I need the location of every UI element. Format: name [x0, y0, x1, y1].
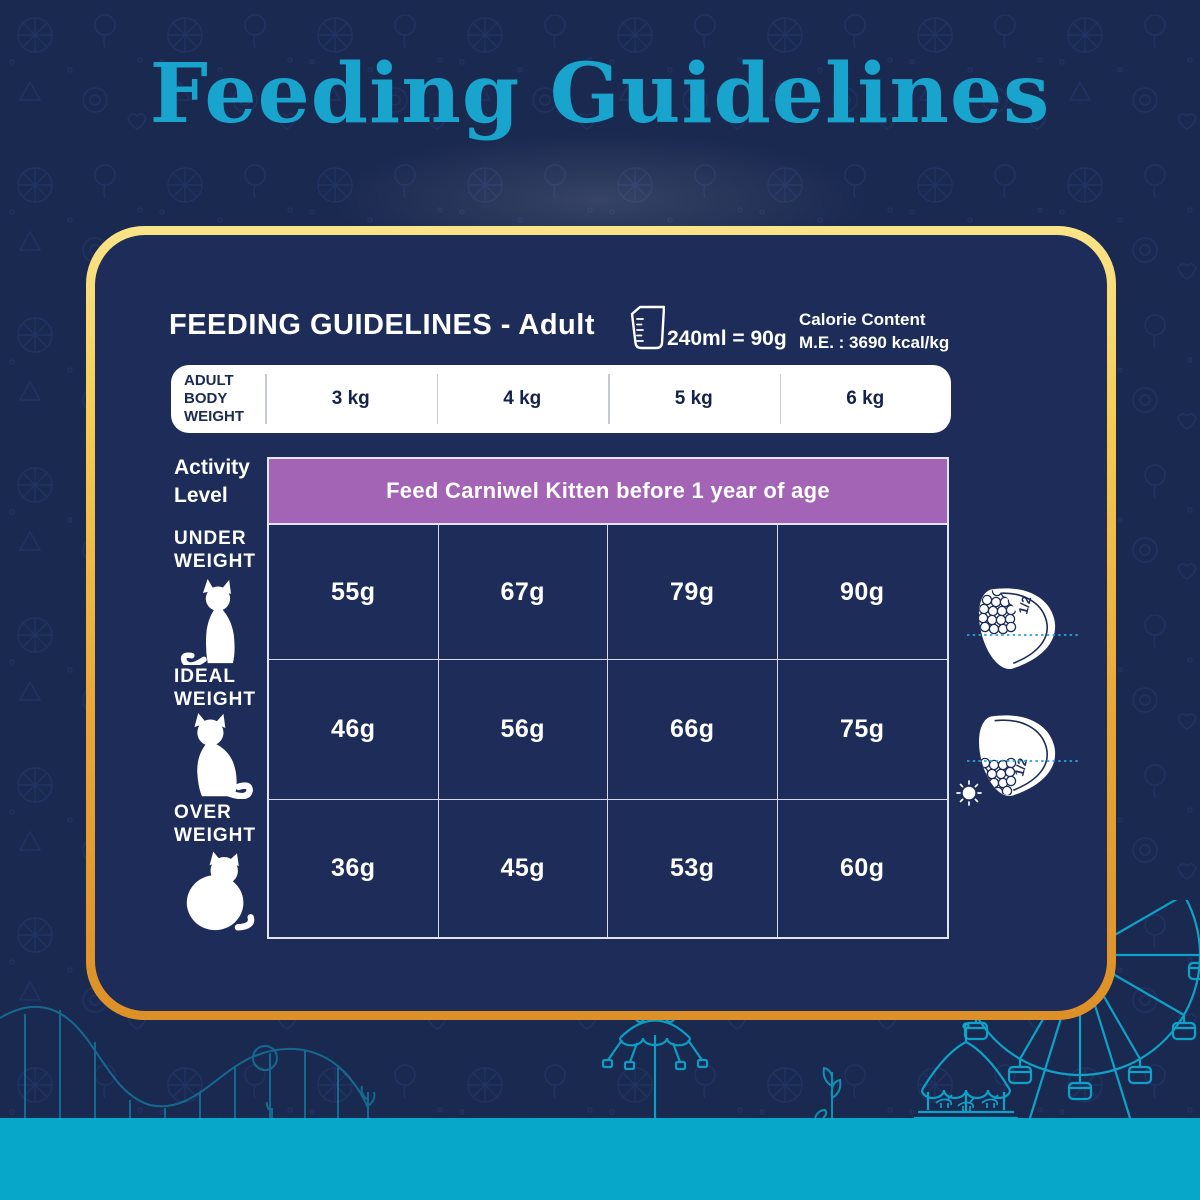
bowl-top-half-icon: 1/2	[967, 585, 1079, 669]
cell-over-3kg: 36g	[269, 800, 439, 937]
weight-col-3kg: 3 kg	[265, 365, 437, 433]
cell-under-4kg: 67g	[438, 525, 608, 660]
cell-ideal-5kg: 66g	[608, 660, 778, 800]
calorie-content: Calorie Content M.E. : 3690 kcal/kg	[799, 309, 949, 355]
bottom-teal-strip	[0, 1118, 1200, 1200]
chubby-cat-icon	[186, 851, 255, 931]
ferris-gondola-icon	[963, 955, 1200, 1101]
swing-ride-icon	[601, 1004, 709, 1118]
weight-col-4kg: 4 kg	[436, 365, 609, 433]
cell-under-5kg: 79g	[608, 525, 778, 660]
kitten-banner: Feed Carniwel Kitten before 1 year of ag…	[269, 459, 947, 525]
slim-cat-icon	[180, 579, 235, 665]
body-weight-label: ADULT BODY WEIGHT	[184, 372, 244, 425]
ideal-cat-icon	[194, 713, 253, 799]
bowl-bottom-half-icon: 1/2	[967, 715, 1079, 801]
rollercoaster-icon	[0, 1005, 376, 1118]
feeding-card-inner: FEEDING GUIDELINES - Adult 240ml = 90g C…	[95, 235, 1107, 1011]
row-label-idealweight: IDEAL WEIGHT	[174, 666, 256, 711]
feeding-card: FEEDING GUIDELINES - Adult 240ml = 90g C…	[86, 226, 1116, 1020]
cell-ideal-3kg: 46g	[269, 660, 439, 800]
measuring-cup-icon	[629, 303, 666, 356]
weight-col-6kg: 6 kg	[779, 365, 952, 433]
card-heading: FEEDING GUIDELINES - Adult	[169, 309, 595, 341]
measure-note: 240ml = 90g	[667, 327, 787, 350]
cell-over-4kg: 45g	[439, 800, 608, 937]
half-portion-label: 1/2	[1015, 595, 1034, 616]
feeding-table: Feed Carniwel Kitten before 1 year of ag…	[267, 457, 949, 939]
cell-under-3kg: 55g	[269, 525, 439, 660]
calorie-line2: M.E. : 3690 kcal/kg	[799, 332, 950, 352]
sun-icon	[956, 780, 982, 806]
body-weight-header: ADULT BODY WEIGHT 3 kg 4 kg 5 kg 6 kg	[171, 365, 951, 433]
plant-icon	[814, 1066, 842, 1119]
activity-level-label: Activity Level	[174, 456, 250, 507]
cell-ideal-4kg: 56g	[438, 660, 608, 800]
cell-over-6kg: 60g	[839, 854, 885, 882]
row-label-overweight: OVER WEIGHT	[174, 802, 256, 847]
cell-ideal-6kg: 75g	[777, 660, 947, 800]
weight-col-5kg: 5 kg	[608, 365, 780, 433]
cell-over-5kg: 53g	[608, 800, 778, 937]
page-title: Feeding Guidelines	[149, 46, 1051, 142]
row-label-underweight: UNDER WEIGHT	[174, 528, 256, 573]
cell-under-6kg: 90g	[777, 525, 947, 660]
portion-panel: 1/2 1/2	[956, 581, 1079, 806]
calorie-line1: Calorie Content	[799, 310, 926, 329]
